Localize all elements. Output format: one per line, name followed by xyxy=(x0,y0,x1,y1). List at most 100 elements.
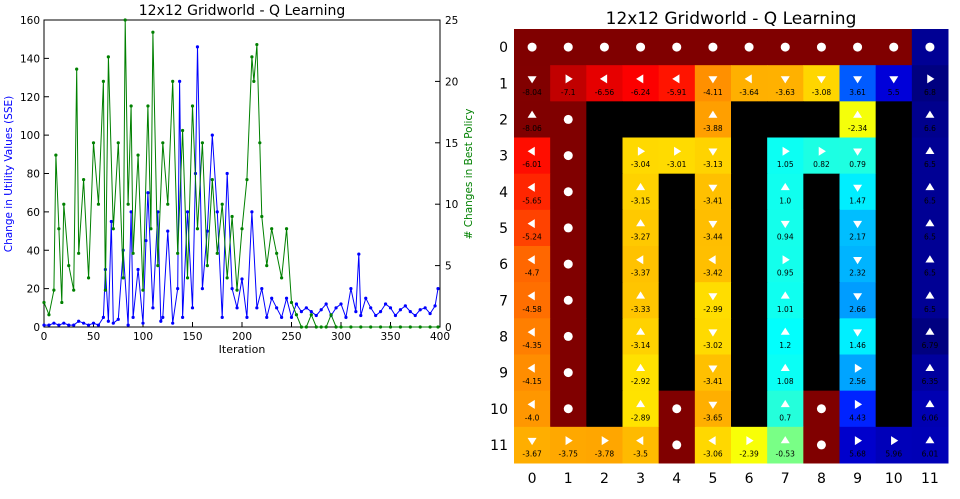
data-point-left xyxy=(240,277,244,281)
cell-value-label: -3.88 xyxy=(703,124,723,133)
grid-cell xyxy=(767,101,804,138)
data-point-right xyxy=(304,325,308,329)
cell-value-label: -3.27 xyxy=(631,232,651,241)
cell-value-label: -4.11 xyxy=(703,88,723,97)
cell-value-label: -3.44 xyxy=(703,232,723,241)
policy-arrow-up-icon xyxy=(780,327,790,335)
grid-cell xyxy=(622,426,660,464)
policy-arrow-left-icon xyxy=(527,327,535,337)
data-point-right xyxy=(280,276,284,280)
policy-arrow-left-icon xyxy=(708,255,716,265)
cell-value-label: -3.64 xyxy=(739,88,759,97)
data-point-left xyxy=(357,252,361,256)
data-point-left xyxy=(319,308,323,312)
grid-y-tick-label: 10 xyxy=(490,402,508,418)
data-point-right xyxy=(67,264,71,268)
cell-value-label: 6.5 xyxy=(924,232,936,241)
grid-cell xyxy=(803,246,840,283)
grid-cell xyxy=(839,426,877,464)
grid-cell xyxy=(731,318,768,355)
terminal-dot-icon xyxy=(563,404,573,414)
policy-arrow-left-icon xyxy=(527,219,535,229)
cell-value-label: -6.56 xyxy=(595,88,615,97)
terminal-dot-icon xyxy=(563,114,573,124)
data-point-right xyxy=(54,153,58,157)
grid-cell xyxy=(586,65,623,102)
grid-x-tick-label: 5 xyxy=(708,471,717,487)
terminal-dot-icon xyxy=(672,42,682,52)
data-point-right xyxy=(136,153,140,157)
grid-cell xyxy=(694,209,732,247)
policy-arrow-left-icon xyxy=(527,363,535,373)
cell-value-label: 6.5 xyxy=(924,305,936,314)
data-point-right xyxy=(57,227,61,231)
data-point-left xyxy=(289,315,294,320)
grid-x-tick-label: 3 xyxy=(636,471,645,487)
data-point-right xyxy=(339,325,343,329)
terminal-dot-icon xyxy=(744,42,754,52)
data-point-left xyxy=(349,287,353,291)
cell-value-label: 2.66 xyxy=(849,305,866,314)
data-point-left xyxy=(96,323,101,327)
x-tick-label: 300 xyxy=(331,331,351,343)
terminal-dot-icon xyxy=(527,42,537,52)
cell-value-label: -0.53 xyxy=(776,449,796,458)
grid-cell xyxy=(514,137,551,175)
data-point-left xyxy=(403,304,407,308)
policy-arrow-up-icon xyxy=(853,110,863,118)
left-series-layer xyxy=(42,18,440,329)
grid-cell xyxy=(586,173,623,211)
data-point-left xyxy=(146,191,150,195)
cell-value-label: -3.75 xyxy=(559,449,579,458)
right-chart-title: 12x12 Gridworld - Q Learning xyxy=(606,9,857,29)
grid-y-tick-label: 3 xyxy=(499,149,508,165)
policy-arrow-right-icon xyxy=(746,436,754,446)
data-point-right xyxy=(149,227,153,231)
data-point-right xyxy=(156,264,160,268)
cell-value-label: -3.42 xyxy=(703,269,723,278)
policy-arrow-down-icon xyxy=(853,329,863,337)
grid-cell xyxy=(514,354,551,392)
grid-cells: -8.04 -7.1 -6.56 -6.24 -5.91 -4.11 -3.64 -3.63 -… xyxy=(514,29,949,464)
y-tick-label: 160 xyxy=(20,15,40,27)
policy-arrow-down-icon xyxy=(527,437,537,446)
policy-arrow-right-icon xyxy=(854,399,863,409)
grid-cell xyxy=(911,101,949,138)
data-point-right xyxy=(250,55,254,59)
cell-value-label: 6.5 xyxy=(924,269,936,278)
policy-arrow-down-icon xyxy=(708,148,718,156)
grid-cell xyxy=(803,282,840,319)
data-point-right xyxy=(161,141,165,145)
grid-x-tick-label: 10 xyxy=(885,471,903,487)
data-point-left xyxy=(334,306,338,310)
policy-arrow-left-icon xyxy=(527,291,535,301)
cell-value-label: -3.15 xyxy=(631,196,651,205)
data-point-right xyxy=(210,178,214,182)
terminal-dot-icon xyxy=(563,223,573,233)
grid-cell xyxy=(586,354,623,392)
grid-cell xyxy=(839,282,877,319)
policy-arrow-down-icon xyxy=(853,76,863,84)
grid-y-tick-label: 9 xyxy=(499,366,508,382)
x-tick-label: 0 xyxy=(41,331,48,343)
data-point-left xyxy=(436,287,440,291)
data-point-right xyxy=(230,214,234,219)
data-point-left xyxy=(230,287,234,291)
data-point-right xyxy=(101,79,105,83)
grid-x-tick-label: 1 xyxy=(564,471,573,487)
grid-cell xyxy=(694,426,732,464)
cell-value-label: 4.43 xyxy=(849,413,866,422)
data-point-right xyxy=(103,288,107,292)
grid-y-tick-label: 2 xyxy=(499,112,508,128)
cell-value-label: -4.15 xyxy=(522,377,542,386)
grid-cell xyxy=(658,137,696,175)
data-point-right xyxy=(319,325,323,329)
policy-arrow-left-icon xyxy=(672,74,680,84)
cell-value-label: -5.91 xyxy=(667,88,687,97)
data-point-left xyxy=(364,296,368,300)
data-point-left xyxy=(190,306,195,310)
policy-arrow-up-icon xyxy=(780,399,790,408)
policy-arrow-right-icon xyxy=(637,146,646,156)
terminal-dot-icon xyxy=(816,440,826,450)
grid-cell xyxy=(911,282,949,319)
